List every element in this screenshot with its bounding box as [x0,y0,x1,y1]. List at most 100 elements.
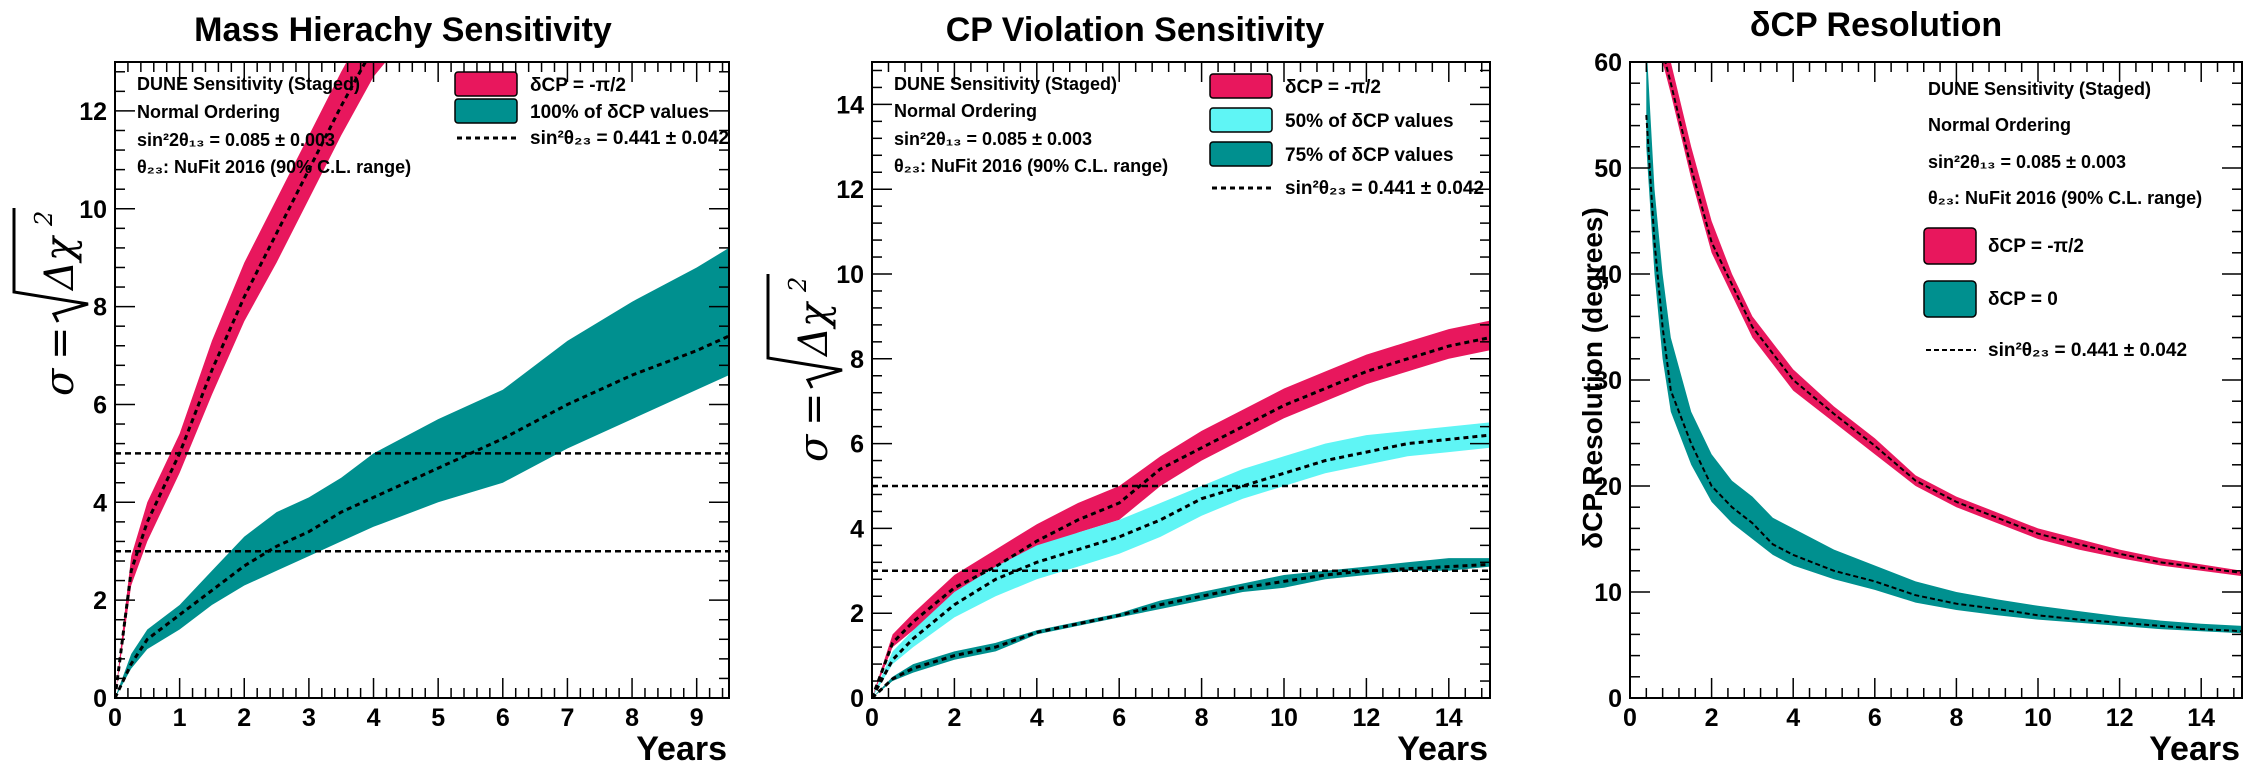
panel-dcp-resolution: δCP Resolution 0 2 4 6 8 10 12 140102030405060 … [1577,6,2243,768]
dashed-center-line [872,562,1490,698]
series-group [872,320,1490,698]
legend: δCP = -π/2 50% of δCP values 75% of δCP … [1209,73,1484,199]
y-tick-label: 8 [850,346,864,374]
y-axis-sigma: σ [37,367,83,396]
legend-label: δCP = 0 [1988,289,2058,310]
y-tick-label: 10 [1594,579,1622,607]
y-axis-sigma: σ [791,433,837,462]
x-axis-title: Years [636,730,727,768]
x-tick-label: 14 [2187,704,2215,732]
y-tick-label: 8 [93,294,107,322]
info-line: Normal Ordering [1928,115,2071,135]
y-tick-label: 4 [850,515,864,543]
x-tick-label: 4 [367,704,381,732]
series-group [115,62,729,698]
x-axis-title: Years [1397,730,1488,768]
legend-swatch [454,98,518,124]
x-tick-label: 6 [496,704,510,732]
band-teal [115,247,729,698]
y-axis-equals: = [791,392,837,426]
x-tick-label: 4 [1786,704,1800,732]
y-tick-label: 10 [79,196,107,224]
y-tick-label: 20 [1594,473,1622,501]
band-pink [872,320,1490,698]
y-tick-label: 60 [1594,49,1622,77]
legend-label: sin²θ₂₃ = 0.441 ± 0.042 [530,128,729,149]
legend-swatch [1209,73,1273,99]
x-tick-label: 12 [1352,704,1380,732]
y-tick-label: 2 [93,587,107,615]
band-cyan [872,422,1490,698]
legend-swatch [1209,141,1273,167]
y-tick-label: 12 [79,98,107,126]
dashed-center-line [872,433,1490,698]
x-tick-label: 8 [625,704,639,732]
y-tick-label: 0 [1608,685,1622,713]
legend-label: δCP = -π/2 [1988,236,2084,257]
y-tick-label: 2 [850,600,864,628]
x-tick-label: 12 [2106,704,2134,732]
x-tick-label: 0 [108,704,122,732]
y-axis-delta-chi: Δχ [791,300,837,358]
dashed-center-line [1645,114,2242,633]
x-tick-label: 6 [1112,704,1126,732]
info-line: θ₂₃: NuFit 2016 (90% C.L. range) [894,156,1168,176]
y-tick-label: 50 [1594,155,1622,183]
y-axis-title: σ = Δχ 2 [766,274,843,462]
x-tick-label: 3 [302,704,316,732]
legend: δCP = -π/2 δCP = 0 sin²θ₂₃ = 0.441 ± 0.0… [1923,227,2187,361]
y-tick-label: 14 [836,91,864,119]
info-text: DUNE Sensitivity (Staged) Normal Orderin… [137,74,411,177]
legend-swatch [1923,280,1977,318]
axis-ticks: 0 2 4 6 8 10 12 14 0 2 4 6 8 10 12 14 [836,62,1490,732]
dashed-center-line [872,336,1490,698]
y-tick-label: 6 [850,431,864,459]
info-line: sin²2θ₁₃ = 0.085 ± 0.003 [894,129,1092,149]
series-group [1645,62,2242,634]
y-axis-delta-chi: Δχ [37,234,83,292]
legend-label: 100% of δCP values [530,102,709,123]
axis-ticks: 0 2 4 6 8 10 12 14 0 10 20 30 40 50 60 [1594,49,2242,732]
y-tick-label: 4 [93,489,107,517]
x-tick-label: 4 [1030,704,1044,732]
panel-mass-hierarchy: Mass Hierachy Sensitivity 0 1 2 3 4 5 6 7 8 90246… [12,11,730,768]
x-tick-label: 7 [560,704,574,732]
x-axis-title: Years [2149,730,2240,768]
y-axis-title: δCP Resolution (degrees) [1577,207,1608,549]
legend-swatch [1209,107,1273,133]
dashed-center-line [1664,62,2242,574]
x-tick-label: 8 [1195,704,1209,732]
info-text: DUNE Sensitivity (Staged) Normal Orderin… [894,74,1168,176]
legend-label: sin²θ₂₃ = 0.441 ± 0.042 [1988,340,2187,361]
x-tick-label: 9 [690,704,704,732]
x-tick-label: 14 [1435,704,1463,732]
x-tick-label: 5 [431,704,445,732]
y-tick-label: 0 [850,685,864,713]
info-line: sin²2θ₁₃ = 0.085 ± 0.003 [137,130,335,150]
panel-title: δCP Resolution [1750,6,2002,44]
legend-swatch [1923,227,1977,265]
legend-label: sin²θ₂₃ = 0.441 ± 0.042 [1285,178,1484,199]
y-tick-label: 0 [93,685,107,713]
dashed-center-line [115,334,729,698]
info-line: sin²2θ₁₃ = 0.085 ± 0.003 [1928,152,2126,172]
x-tick-label: 8 [1949,704,1963,732]
x-tick-label: 2 [947,704,961,732]
y-tick-label: 30 [1594,367,1622,395]
plot-area [115,62,729,698]
y-axis-equals: = [37,326,83,360]
x-tick-label: 10 [2024,704,2052,732]
info-line: θ₂₃: NuFit 2016 (90% C.L. range) [137,157,411,177]
legend: δCP = -π/2 100% of δCP values sin²θ₂₃ = … [454,71,729,149]
y-axis-exponent: 2 [30,211,58,227]
legend-swatch [454,71,518,97]
legend-label: δCP = -π/2 [1285,77,1381,98]
panel-title: Mass Hierachy Sensitivity [194,11,612,49]
y-tick-label: 40 [1594,261,1622,289]
plot-area [872,320,1490,698]
sqrt-icon [766,274,843,389]
y-axis-exponent: 2 [784,277,812,293]
plot-area [1645,62,2242,634]
